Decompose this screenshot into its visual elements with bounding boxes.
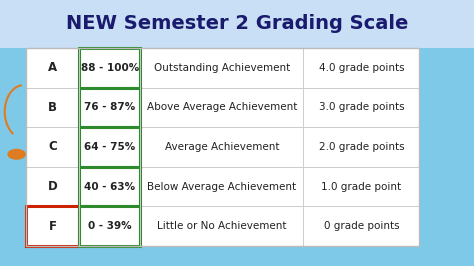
Bar [79,48,140,88]
Text: 88 - 100%: 88 - 100% [81,63,139,73]
Text: B: B [48,101,57,114]
Text: F: F [49,220,56,233]
Text: 1.0 grade point: 1.0 grade point [321,182,401,192]
Text: Little or No Achievement: Little or No Achievement [157,221,287,231]
Text: Average Achievement: Average Achievement [164,142,279,152]
Text: 0 grade points: 0 grade points [324,221,399,231]
Bar [79,88,140,127]
Text: D: D [48,180,57,193]
Text: 3.0 grade points: 3.0 grade points [319,102,404,112]
Bar [26,48,419,246]
Text: Outstanding Achievement: Outstanding Achievement [154,63,290,73]
Text: 0 - 39%: 0 - 39% [88,221,131,231]
Text: Below Average Achievement: Below Average Achievement [147,182,296,192]
Bar [79,127,140,167]
Text: A: A [48,61,57,74]
Text: 76 - 87%: 76 - 87% [84,102,135,112]
Text: 64 - 75%: 64 - 75% [84,142,135,152]
Text: 40 - 63%: 40 - 63% [84,182,135,192]
Text: NEW Semester 2 Grading Scale: NEW Semester 2 Grading Scale [66,14,408,34]
Bar [26,48,419,246]
Bar [79,167,140,206]
Circle shape [8,149,25,159]
Text: C: C [48,140,57,153]
Bar [0,0,474,48]
Bar [26,206,79,246]
Text: 2.0 grade points: 2.0 grade points [319,142,404,152]
Text: 4.0 grade points: 4.0 grade points [319,63,404,73]
Bar [79,206,140,246]
Text: Above Average Achievement: Above Average Achievement [146,102,297,112]
